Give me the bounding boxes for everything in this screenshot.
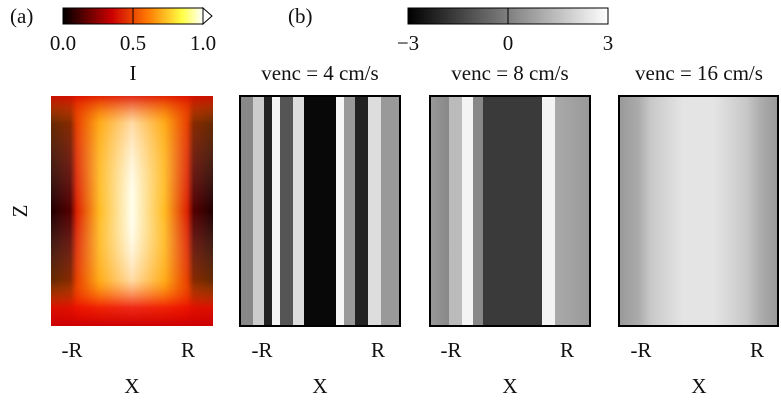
panel-label: (b): [288, 4, 313, 28]
panel-title: venc = 4 cm/s: [261, 61, 378, 85]
heatmap-shade: [51, 96, 213, 326]
panel-label: (a): [10, 4, 33, 28]
figure: (a) (b) I Z venc = 4 cm/s venc = 8 cm/s …: [0, 0, 781, 407]
x-tick-label: R: [560, 338, 574, 362]
x-tick-label: -R: [252, 338, 273, 362]
x-tick-label: R: [371, 338, 385, 362]
colorbar-tick-label: 0.0: [50, 31, 76, 55]
y-label: Z: [8, 205, 32, 218]
panel-a: [51, 96, 213, 326]
x-label: X: [124, 374, 139, 398]
x-tick-label: R: [181, 338, 195, 362]
x-label: X: [312, 374, 327, 398]
x-label: X: [502, 374, 517, 398]
x-tick-label: -R: [631, 338, 652, 362]
colorbar-tick-label: 3: [603, 31, 614, 55]
colorbar-label: I: [130, 61, 137, 85]
x-tick-label: -R: [441, 338, 462, 362]
x-tick-label: R: [750, 338, 764, 362]
x-label: X: [691, 374, 706, 398]
velocity-map: [430, 96, 590, 326]
colorbar-tick-label: −3: [397, 31, 419, 55]
panel-title: venc = 16 cm/s: [635, 61, 763, 85]
colorbar-tick-label: 0: [503, 31, 514, 55]
colorbar-tick-label: 1.0: [190, 31, 216, 55]
x-tick-label: -R: [62, 338, 83, 362]
colorbar-tick-label: 0.5: [120, 31, 146, 55]
colorbar-arrow: [203, 8, 212, 24]
panel-title: venc = 8 cm/s: [451, 61, 568, 85]
velocity-map: [619, 96, 778, 326]
velocity-map: [240, 96, 400, 326]
